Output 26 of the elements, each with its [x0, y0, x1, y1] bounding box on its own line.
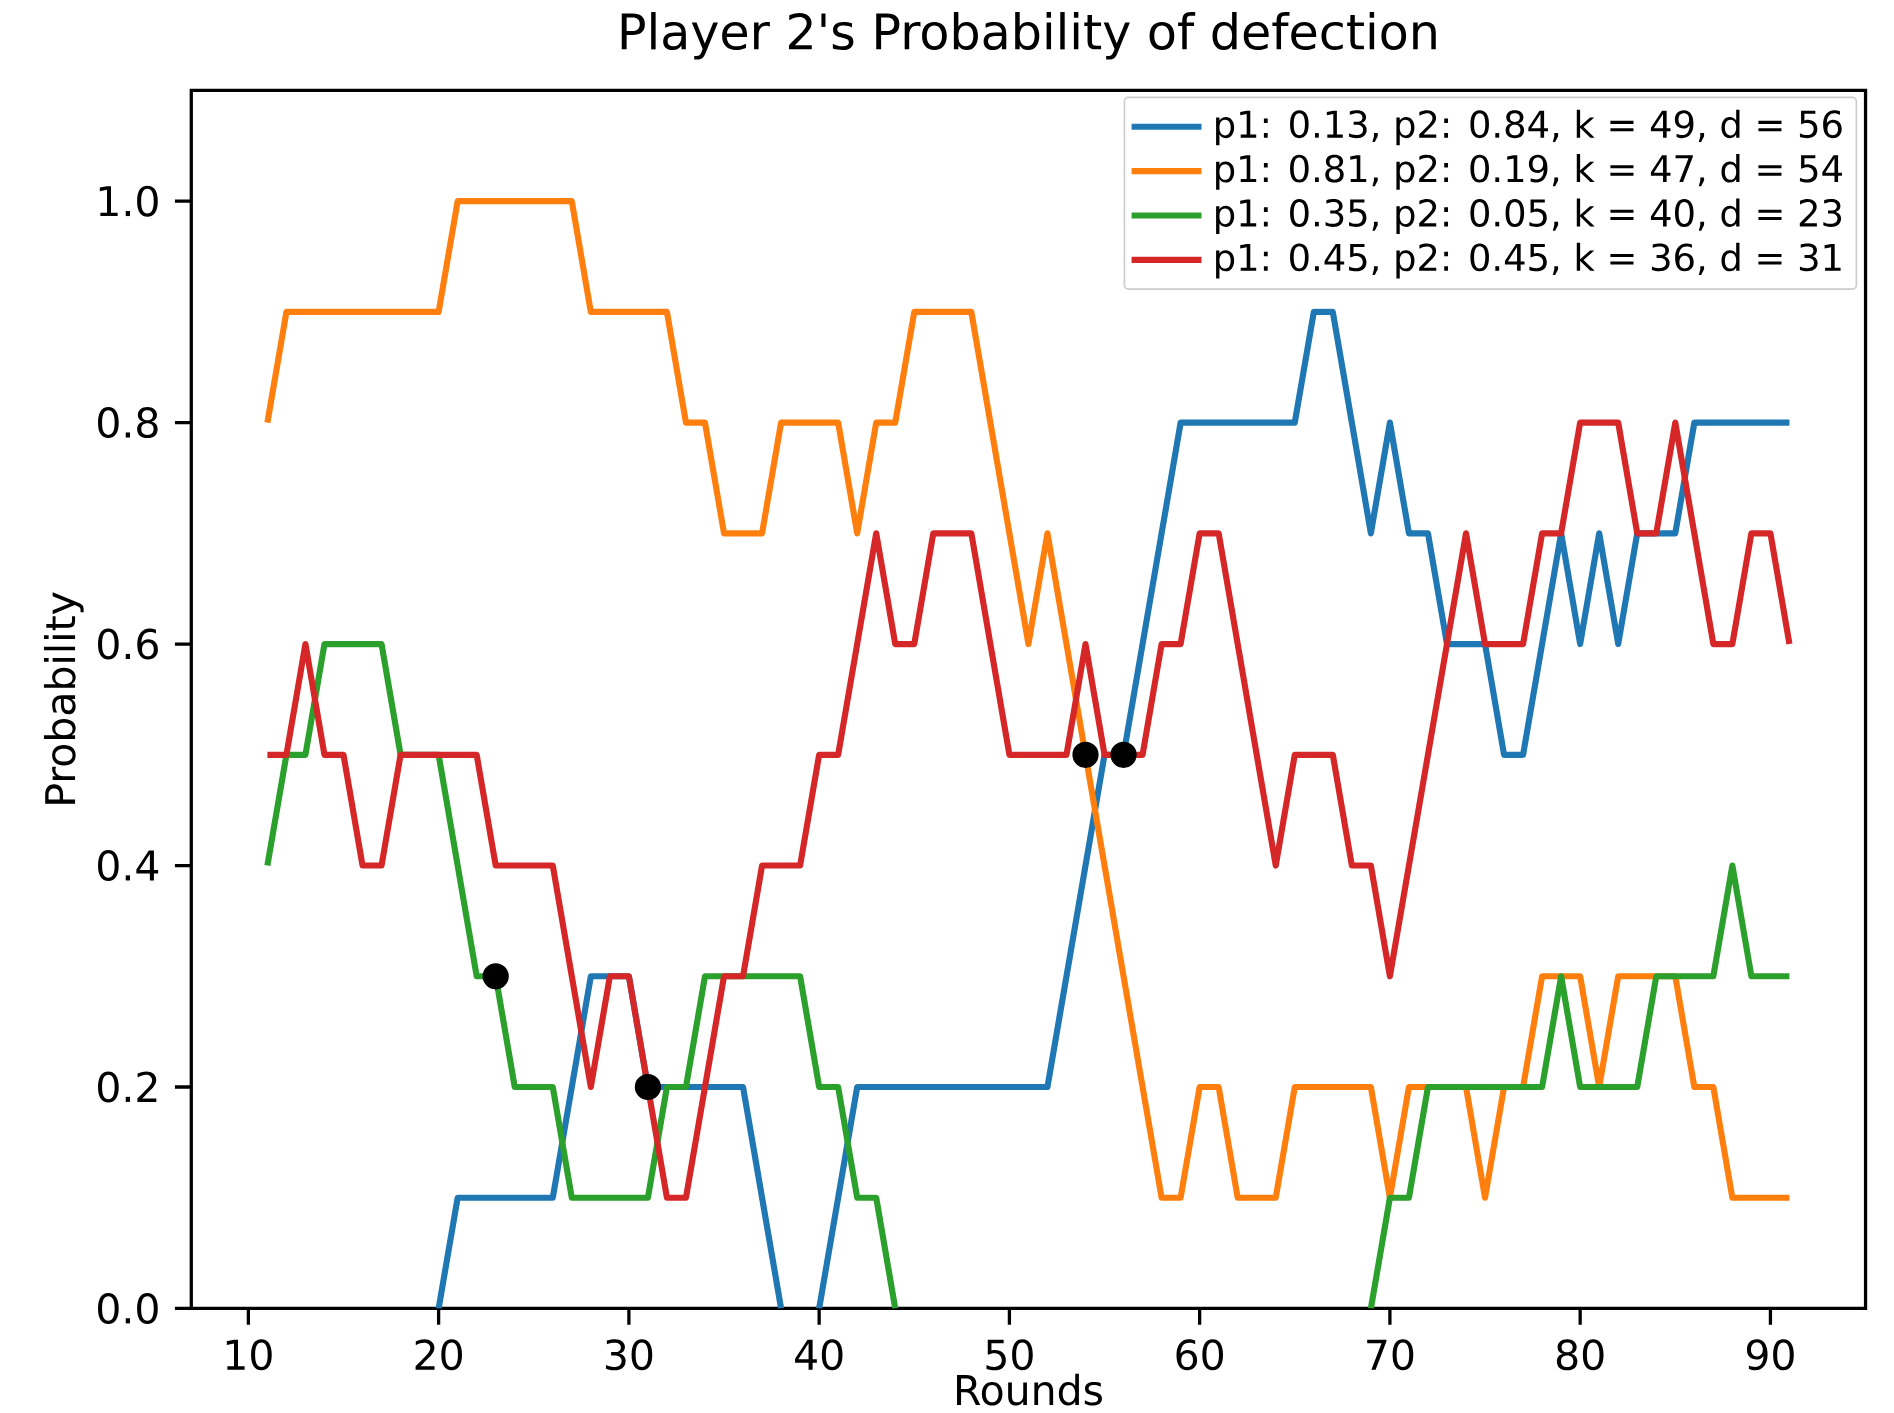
legend-label: p1: 0.13, p2: 0.84, k = 49, d = 56: [1216, 109, 1842, 146]
y-axis-title: Probability: [43, 592, 84, 804]
y-tick-label: 0.6: [98, 628, 158, 660]
x-axis-title: Rounds: [957, 1373, 1102, 1406]
chart-title: Player 2's Probability of defection: [621, 12, 1436, 60]
x-tick-label: 50: [986, 1339, 1033, 1371]
y-tick-label: 0.2: [98, 1071, 157, 1103]
x-tick-label: 90: [1746, 1339, 1794, 1371]
y-tick-label: 0.4: [98, 850, 159, 882]
x-tick-label: 60: [1176, 1339, 1224, 1371]
x-tick-label: 20: [415, 1339, 462, 1371]
x-tick-label: 10: [226, 1339, 272, 1371]
y-tick-label: 0.8: [98, 407, 158, 439]
x-tick-label: 70: [1367, 1339, 1414, 1371]
legend-label: p1: 0.45, p2: 0.45, k = 36, d = 31: [1216, 242, 1841, 279]
legend-label: p1: 0.35, p2: 0.05, k = 40, d = 23: [1216, 198, 1842, 235]
x-tick-label: 30: [605, 1339, 653, 1371]
x-tick-label: 40: [795, 1339, 843, 1371]
point: [1072, 741, 1099, 768]
point: [482, 963, 509, 990]
y-tick-label: 0.0: [98, 1292, 158, 1324]
legend-label: p1: 0.81, p2: 0.19, k = 47, d = 54: [1216, 154, 1842, 190]
y-tick-label: 1.0: [99, 185, 158, 217]
point: [634, 1073, 662, 1101]
x-tick-label: 80: [1556, 1339, 1604, 1371]
point: [1110, 741, 1137, 768]
